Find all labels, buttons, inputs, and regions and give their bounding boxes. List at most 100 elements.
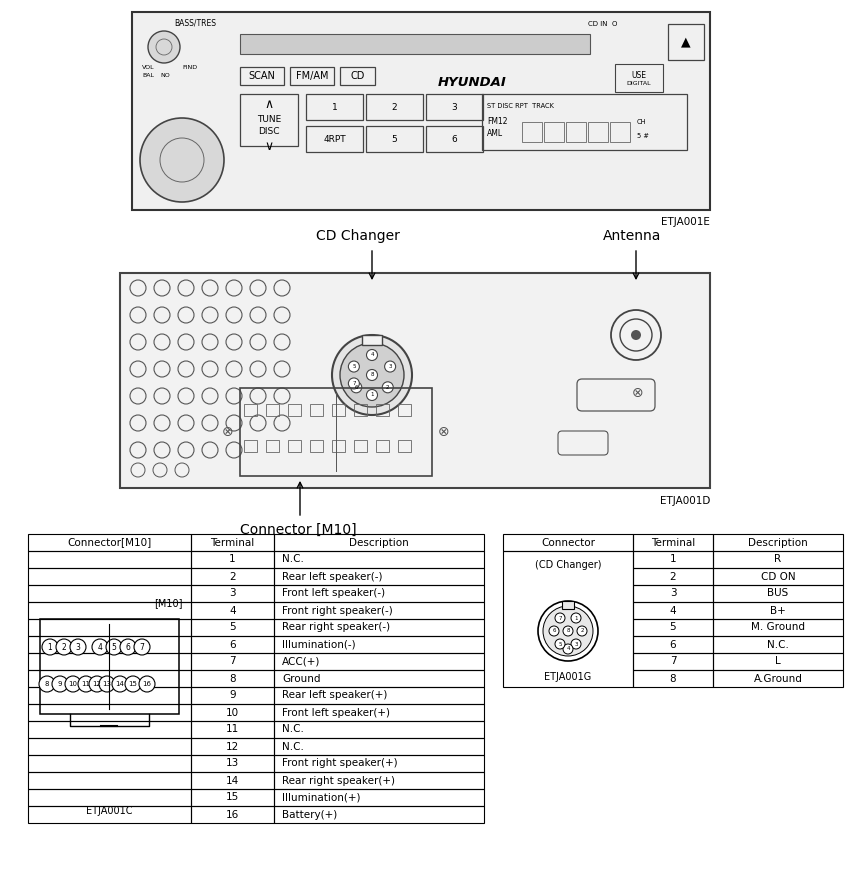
Bar [287,404,300,416]
Text: 3: 3 [573,641,577,647]
Text: 10: 10 [226,707,239,717]
Bar [274,772,484,789]
Bar [481,94,686,150]
Text: 6: 6 [552,629,555,633]
Bar [366,126,422,152]
Text: Illumination(+): Illumination(+) [281,793,360,803]
Bar [712,619,842,636]
Circle shape [382,382,392,392]
Text: Antenna: Antenna [602,229,660,243]
Bar [712,670,842,687]
Circle shape [571,613,580,623]
Text: 2: 2 [229,572,235,581]
Bar [28,772,191,789]
Text: 6: 6 [229,639,235,649]
Text: 8: 8 [566,629,569,633]
Text: B+: B+ [769,606,785,616]
Text: 5: 5 [392,134,397,144]
Text: 5: 5 [351,364,355,369]
Circle shape [56,639,72,655]
Text: A.Ground: A.Ground [752,674,802,684]
Text: 10: 10 [68,681,78,687]
Bar [244,404,257,416]
Text: CD ON: CD ON [760,572,794,581]
Circle shape [548,626,559,636]
Circle shape [42,639,58,655]
Text: 8: 8 [44,681,49,687]
Text: DISC: DISC [258,128,280,137]
Bar [274,585,484,602]
Text: 3: 3 [669,588,676,599]
Polygon shape [561,601,573,609]
Bar [28,551,191,568]
Text: 3: 3 [451,102,457,111]
Bar [240,67,284,85]
Text: Terminal: Terminal [650,537,694,548]
Text: M. Ground: M. Ground [750,623,804,632]
Text: 15: 15 [129,681,137,687]
Bar [191,772,274,789]
Text: ▲: ▲ [681,35,690,49]
Bar [375,440,389,452]
Circle shape [384,361,395,372]
Bar [332,404,345,416]
Text: Connector[M10]: Connector[M10] [67,537,152,548]
Circle shape [348,378,359,389]
Text: 4: 4 [97,642,102,652]
Circle shape [577,626,586,636]
Text: 9: 9 [229,691,235,700]
Text: FM12: FM12 [486,116,507,125]
Text: Description: Description [349,537,409,548]
Text: 6: 6 [451,134,457,144]
Text: Front left speaker(+): Front left speaker(+) [281,707,390,717]
Bar [244,440,257,452]
Text: Terminal: Terminal [210,537,254,548]
Bar [28,534,191,551]
Bar [28,619,191,636]
Bar [274,653,484,670]
Text: FIND: FIND [182,65,197,70]
Text: Rear left speaker(+): Rear left speaker(+) [281,691,387,700]
Bar [191,704,274,721]
Bar [588,122,607,142]
Text: 3: 3 [388,364,392,369]
Text: 4RPT: 4RPT [322,134,345,144]
Text: 2: 2 [392,102,397,111]
Text: 14: 14 [225,775,239,786]
Circle shape [134,639,150,655]
Text: 15: 15 [225,793,239,803]
Bar [426,126,483,152]
Text: 2: 2 [579,629,583,633]
Text: ACC(+): ACC(+) [281,656,320,667]
Text: 4: 4 [566,647,569,652]
Text: 11: 11 [81,681,90,687]
Text: 1: 1 [331,102,337,111]
Bar [274,704,484,721]
Bar [397,440,410,452]
Bar [28,602,191,619]
Text: 4: 4 [669,606,676,616]
Text: 7: 7 [351,381,355,386]
Bar [28,568,191,585]
Bar [265,404,279,416]
Bar [287,440,300,452]
Text: ETJA001C: ETJA001C [86,806,132,816]
Bar [274,806,484,823]
Bar [339,67,374,85]
Bar [543,122,563,142]
Bar [609,122,630,142]
Circle shape [78,676,94,692]
Text: CD IN  O: CD IN O [588,21,617,27]
Text: 2: 2 [61,642,67,652]
Polygon shape [362,335,381,345]
Text: (CD Changer): (CD Changer) [534,560,601,570]
Text: 1: 1 [229,555,235,564]
Bar [191,789,274,806]
Bar [28,687,191,704]
Bar [274,789,484,806]
Bar [191,806,274,823]
Text: 12: 12 [225,742,239,751]
Text: BAL: BAL [142,73,154,78]
Text: 6: 6 [125,642,131,652]
Text: 7: 7 [139,642,144,652]
